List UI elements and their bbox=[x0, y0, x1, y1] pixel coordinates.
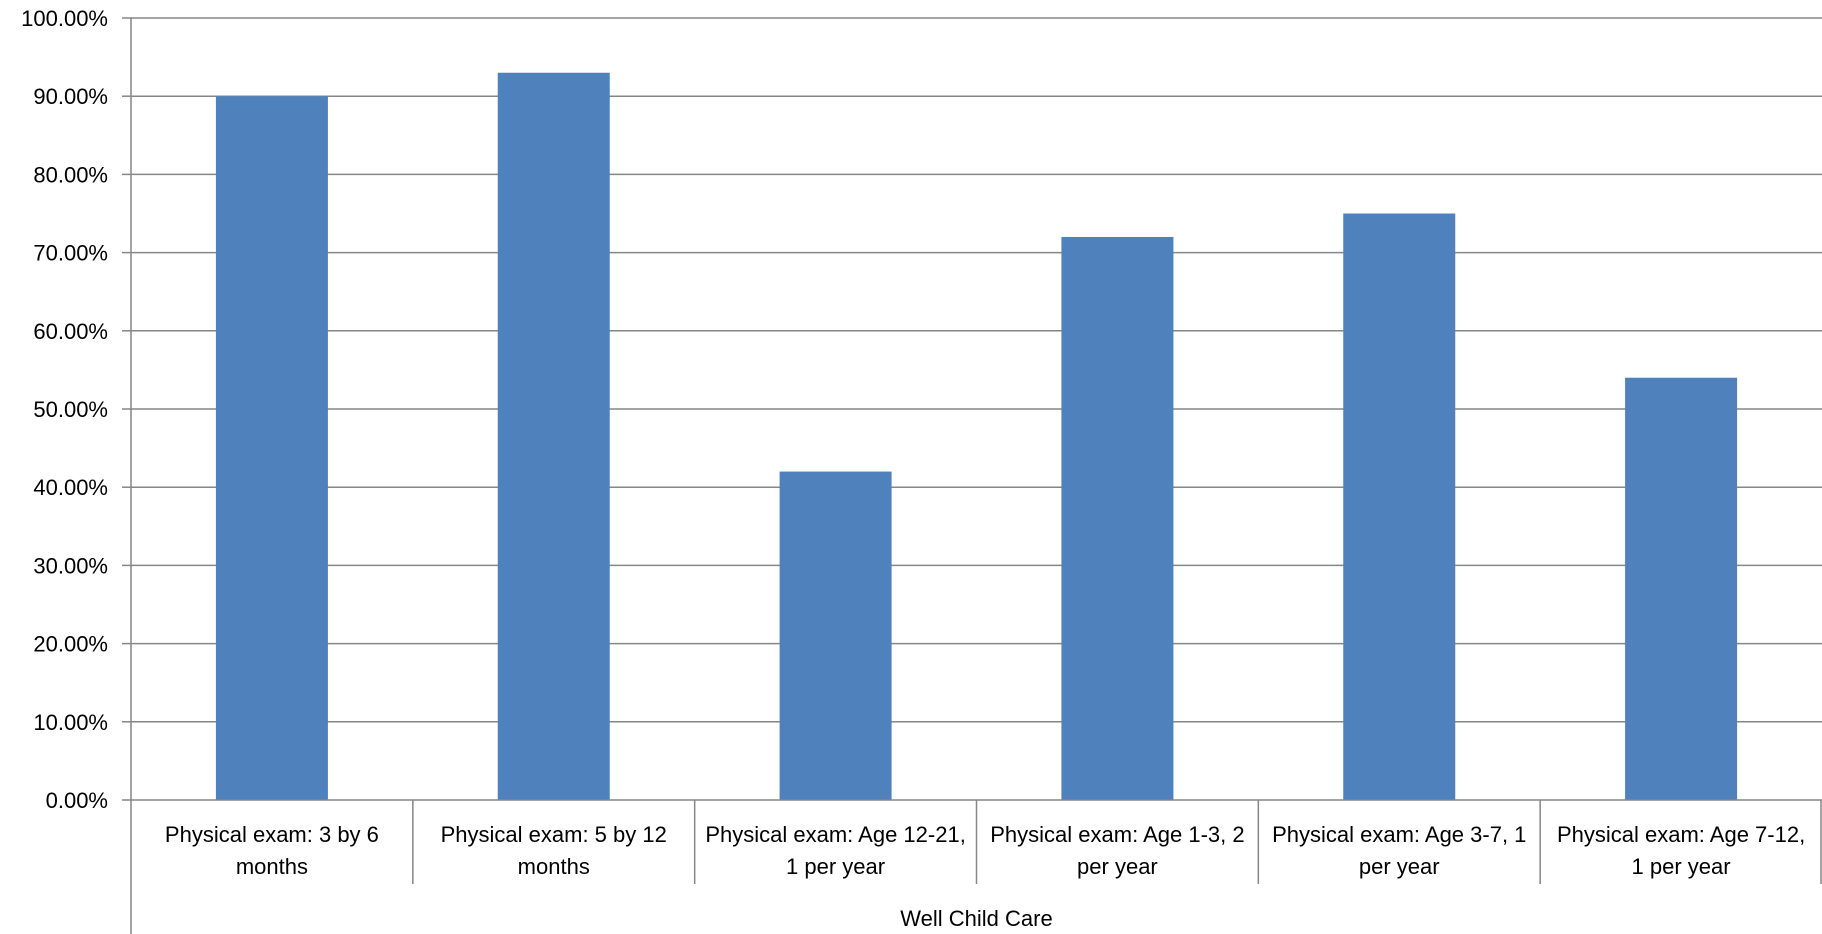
y-tick-label: 70.00% bbox=[33, 241, 108, 266]
gridlines bbox=[131, 17, 1822, 723]
y-tick-label: 30.00% bbox=[33, 553, 108, 578]
group-label: Well Child Care bbox=[900, 906, 1052, 931]
y-tick-label: 0.00% bbox=[46, 788, 108, 813]
axes bbox=[122, 17, 1822, 934]
bar bbox=[215, 96, 328, 800]
y-tick-label: 50.00% bbox=[33, 397, 108, 422]
bar bbox=[1061, 236, 1174, 800]
y-tick-label: 80.00% bbox=[33, 162, 108, 187]
bar bbox=[1625, 377, 1738, 800]
x-category-label: Physical exam: Age 12-21, 1 per year bbox=[705, 822, 965, 879]
y-tick-label: 100.00% bbox=[21, 6, 108, 31]
x-category-label: Physical exam: 3 by 6 months bbox=[165, 822, 379, 879]
y-tick-labels: 0.00% 10.00% 20.00% 30.00% 40.00% 50.00% 60.00… bbox=[21, 6, 108, 813]
bars bbox=[215, 72, 1738, 801]
x-category-labels: Physical exam: 3 by 6 months Physical exam… bbox=[165, 822, 1805, 879]
bar bbox=[1343, 213, 1456, 800]
y-tick-label: 10.00% bbox=[33, 710, 108, 735]
y-tick-label: 20.00% bbox=[33, 632, 108, 657]
x-category-label: Physical exam: Age 7-12, 1 per year bbox=[1557, 822, 1805, 879]
x-category-label: Physical exam: 5 by 12 months bbox=[441, 822, 667, 879]
bar bbox=[497, 72, 610, 801]
y-tick-label: 60.00% bbox=[33, 319, 108, 344]
bar bbox=[779, 471, 892, 800]
x-category-label: Physical exam: Age 1-3, 2 per year bbox=[990, 822, 1244, 879]
y-tick-label: 40.00% bbox=[33, 475, 108, 500]
x-category-label: Physical exam: Age 3-7, 1 per year bbox=[1272, 822, 1526, 879]
y-tick-label: 90.00% bbox=[33, 84, 108, 109]
